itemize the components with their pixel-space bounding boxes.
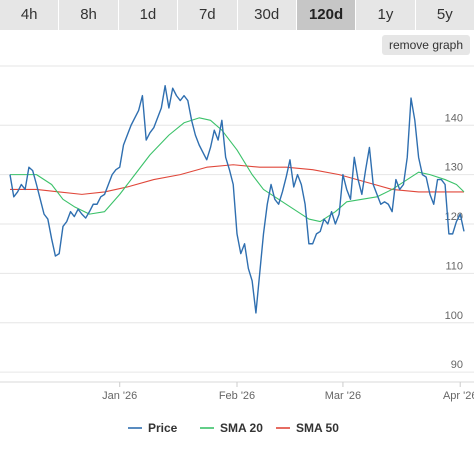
- remove-graph-button[interactable]: remove graph: [382, 35, 470, 55]
- tab-1y[interactable]: 1y: [356, 0, 416, 30]
- y-tick-label: 120: [445, 211, 463, 223]
- price-chart: 90 100 110 120 130 140 Jan '26 Feb '26 Mar '26 A…: [0, 65, 474, 435]
- tab-8h[interactable]: 8h: [59, 0, 119, 30]
- tab-7d[interactable]: 7d: [178, 0, 238, 30]
- series-line-price: [9, 85, 465, 314]
- legend: Price SMA 20 SMA 50: [128, 421, 339, 435]
- x-axis-ticks: Jan '26 Feb '26 Mar '26 Apr '26: [102, 382, 474, 402]
- series-line-sma-20: [10, 117, 465, 223]
- x-tick-label: Jan '26: [102, 390, 137, 402]
- tab-120d[interactable]: 120d: [296, 0, 357, 30]
- x-tick-label: Apr '26: [443, 390, 474, 402]
- tab-5y[interactable]: 5y: [415, 0, 474, 30]
- tab-1d[interactable]: 1d: [118, 0, 179, 30]
- tab-4h[interactable]: 4h: [0, 0, 60, 30]
- y-tick-label: 130: [445, 162, 463, 174]
- y-tick-label: 100: [445, 310, 463, 322]
- grid: [0, 65, 474, 383]
- legend-label[interactable]: SMA 50: [296, 421, 339, 435]
- y-tick-label: 110: [445, 260, 463, 272]
- range-tab-bar: 4h 8h 1d 7d 30d 120d 1y 5y: [0, 0, 474, 30]
- y-axis-ticks: 90 100 110 120 130 140: [445, 112, 463, 371]
- series-lines: [9, 85, 465, 314]
- y-tick-label: 140: [445, 112, 463, 124]
- x-tick-label: Mar '26: [325, 390, 361, 402]
- x-tick-label: Feb '26: [219, 390, 255, 402]
- y-tick-label: 90: [451, 359, 463, 371]
- legend-label[interactable]: SMA 20: [220, 421, 263, 435]
- legend-label[interactable]: Price: [148, 421, 178, 435]
- tab-30d[interactable]: 30d: [237, 0, 297, 30]
